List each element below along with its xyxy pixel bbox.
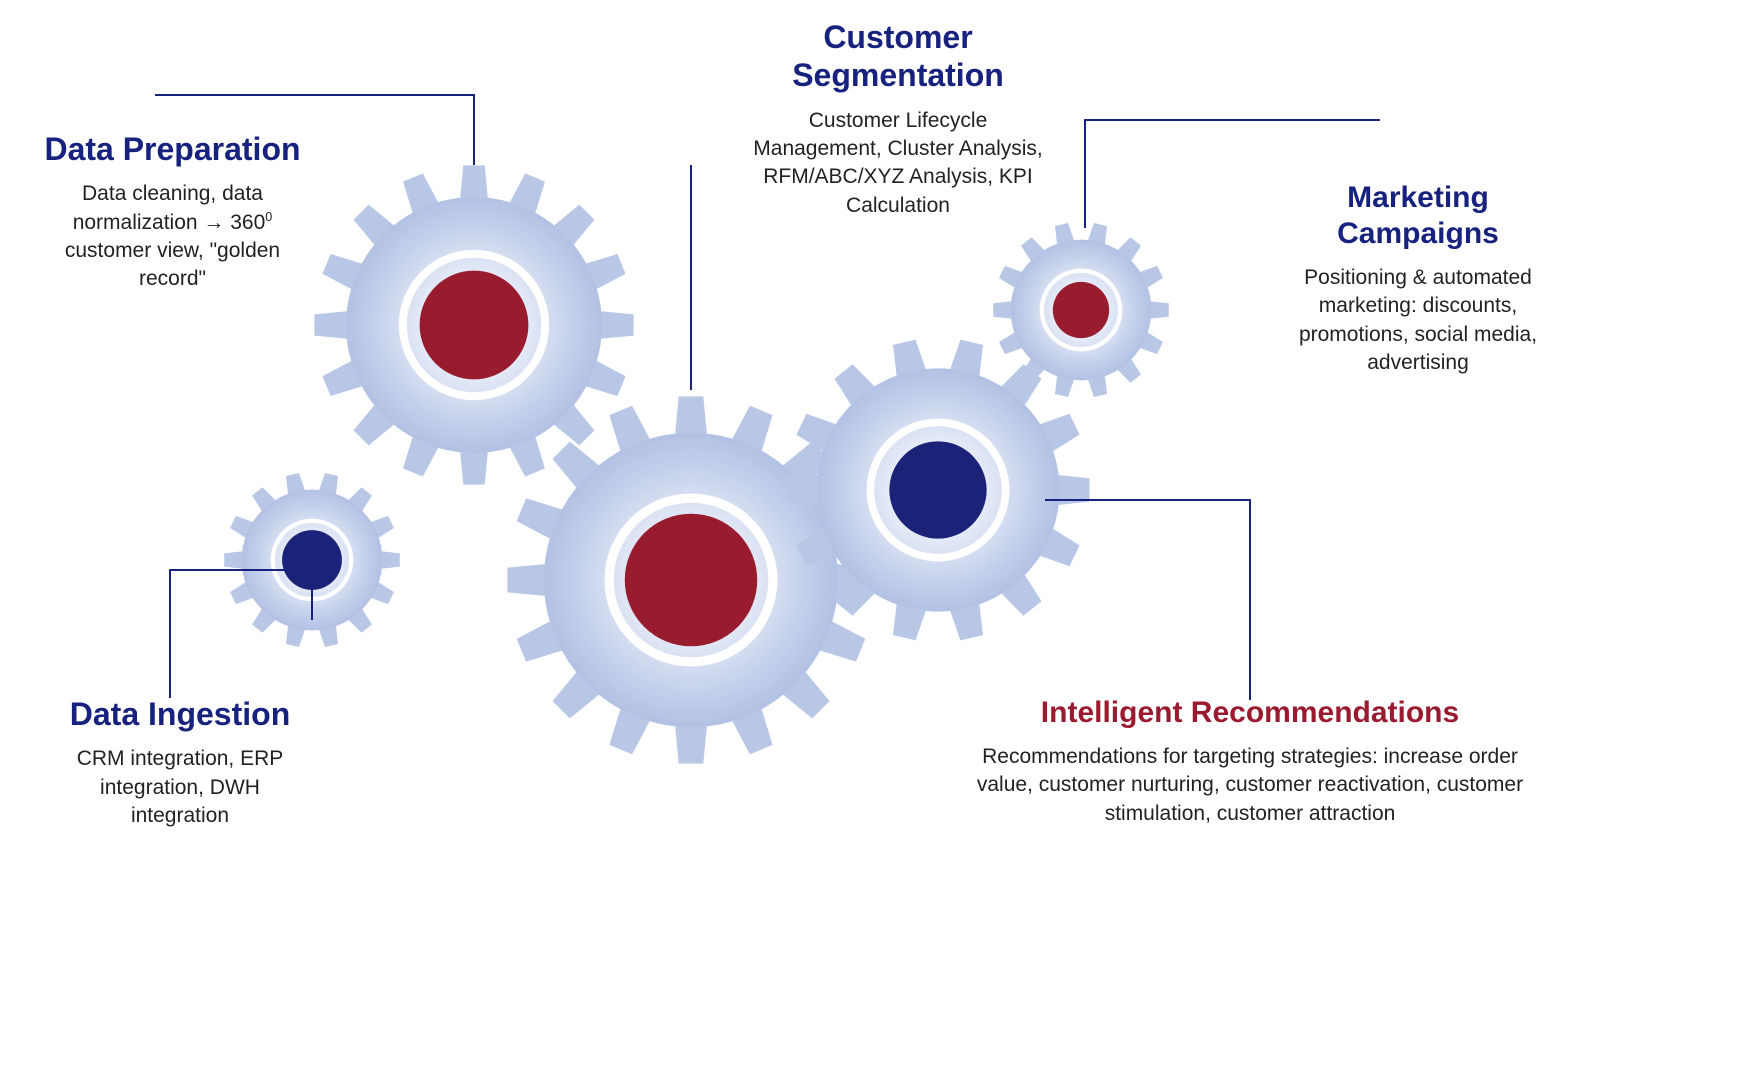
desc-intelligent-recommendations: Recommendations for targeting strategies…	[970, 743, 1530, 828]
block-customer-segmentation: Customer Segmentation Customer Lifecycle…	[748, 18, 1048, 220]
desc-customer-segmentation: Customer Lifecycle Management, Cluster A…	[748, 107, 1048, 220]
title-intelligent-recommendations: Intelligent Recommendations	[970, 695, 1530, 731]
block-marketing-campaigns: Marketing Campaigns Positioning & automa…	[1268, 180, 1568, 377]
title-data-ingestion: Data Ingestion	[50, 695, 310, 733]
block-intelligent-recommendations: Intelligent Recommendations Recommendati…	[970, 695, 1530, 828]
connector-intelligentRecs	[1045, 500, 1250, 700]
connector-dataIngestion	[170, 570, 312, 698]
title-marketing-campaigns: Marketing Campaigns	[1268, 180, 1568, 252]
title-customer-segmentation: Customer Segmentation	[748, 18, 1048, 95]
desc-marketing-campaigns: Positioning & automated marketing: disco…	[1268, 264, 1568, 377]
desc-data-preparation: Data cleaning, data normalization → 3600…	[35, 180, 310, 293]
block-data-preparation: Data Preparation Data cleaning, data nor…	[35, 130, 310, 294]
desc-data-ingestion: CRM integration, ERP integration, DWH in…	[50, 745, 310, 830]
title-data-preparation: Data Preparation	[35, 130, 310, 168]
block-data-ingestion: Data Ingestion CRM integration, ERP inte…	[50, 695, 310, 830]
infographic-canvas: Data Preparation Data cleaning, data nor…	[0, 0, 1756, 1066]
